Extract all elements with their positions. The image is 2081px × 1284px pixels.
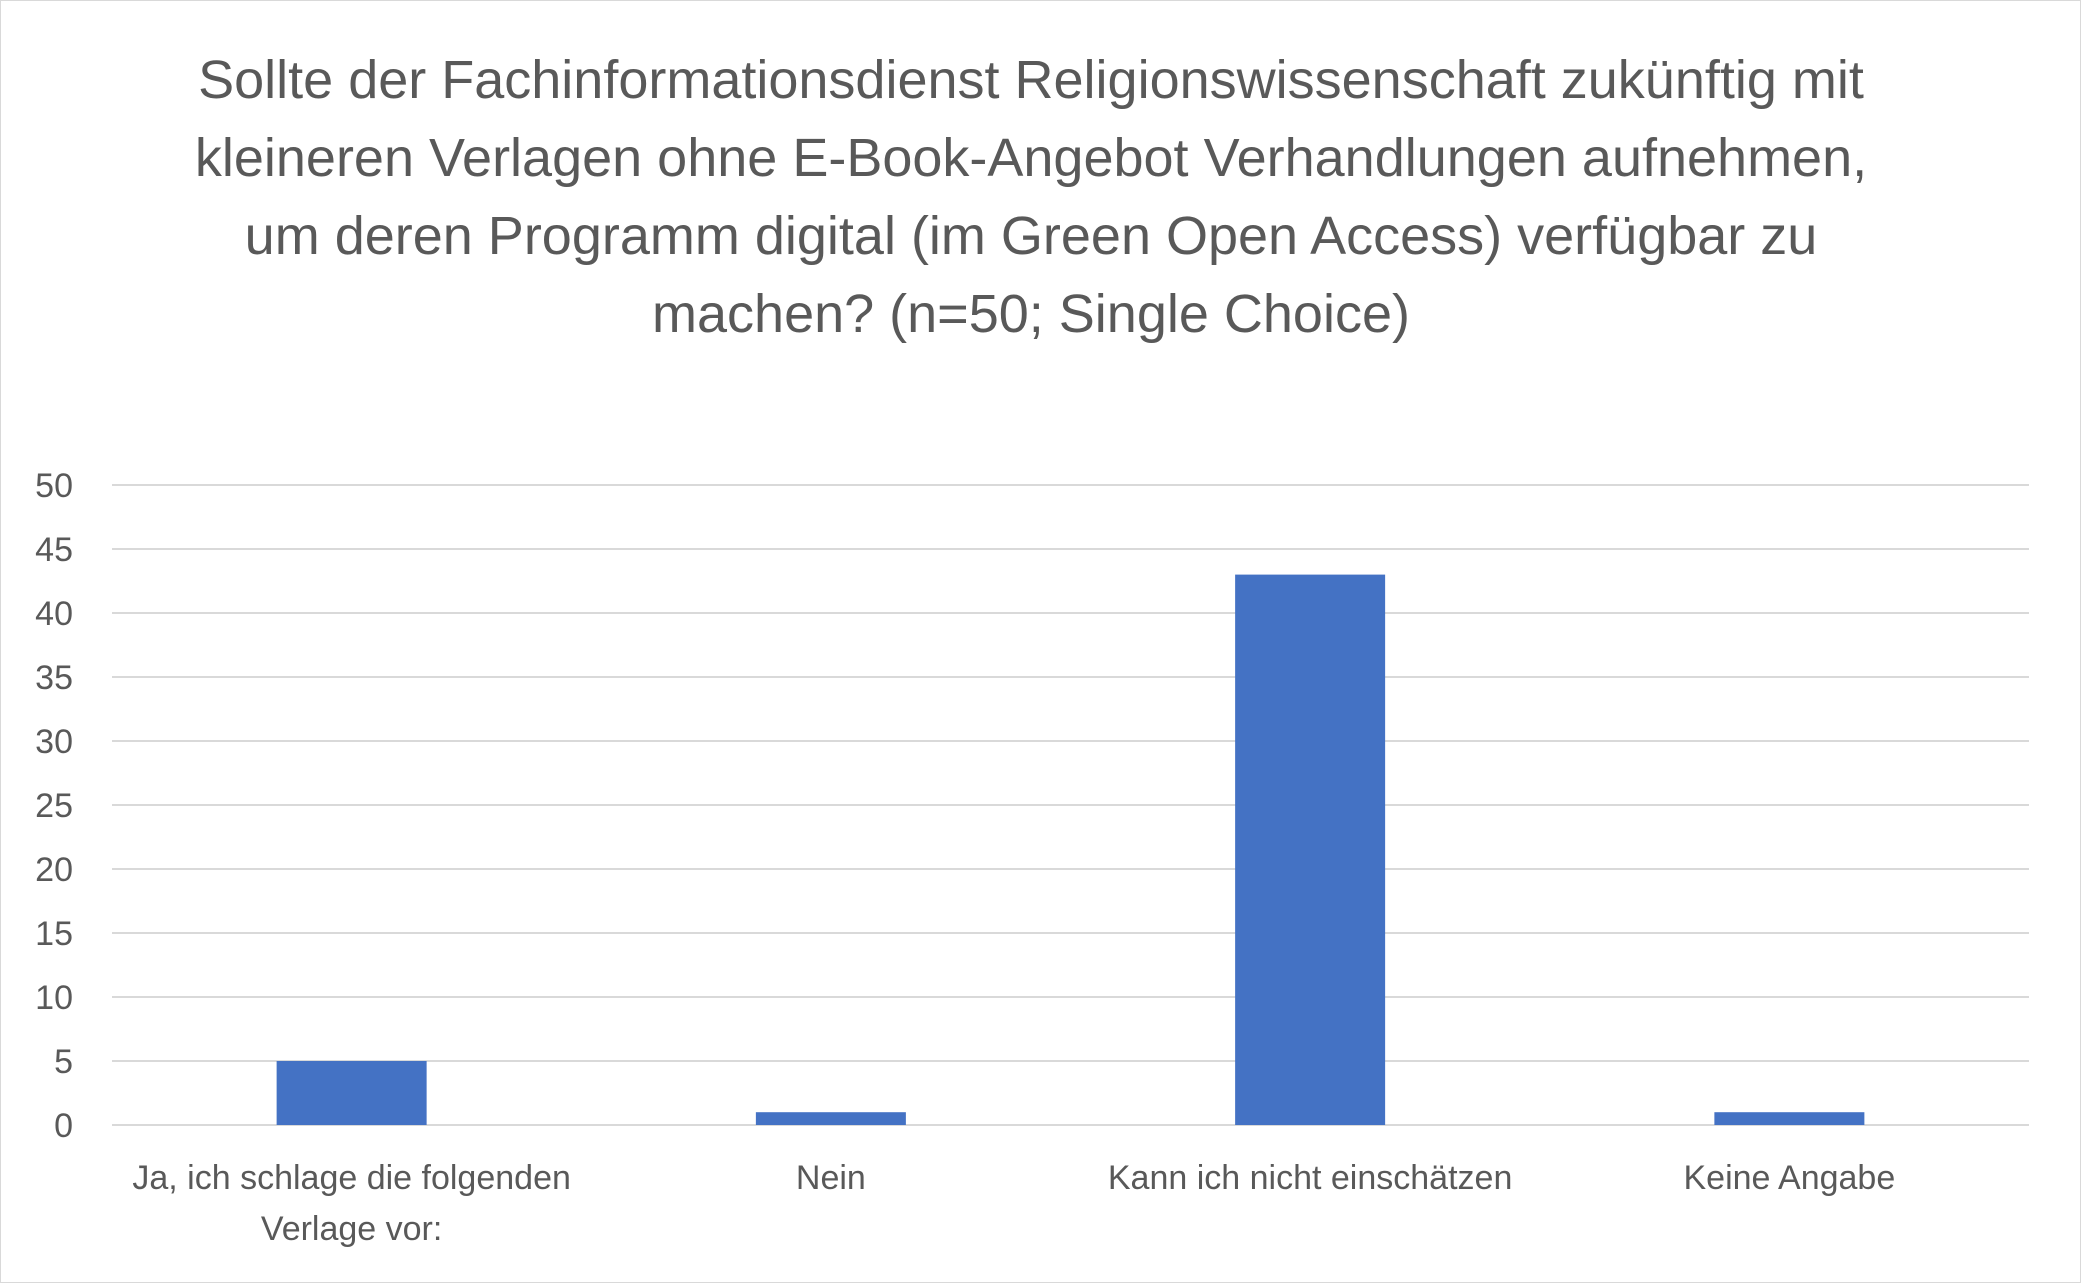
chart-title: Sollte der Fachinformationsdienst Religi… xyxy=(194,50,1868,344)
y-tick-label: 50 xyxy=(35,467,73,505)
y-tick-label: 20 xyxy=(35,851,73,889)
y-tick-label: 10 xyxy=(35,979,73,1017)
x-tick-label: Keine Angabe xyxy=(1683,1159,1896,1197)
y-tick-label: 45 xyxy=(35,531,73,569)
bar xyxy=(276,1061,427,1125)
y-tick-label: 5 xyxy=(54,1043,73,1081)
x-tick-label: Ja, ich schlage die folgenden Verlage vo… xyxy=(132,1159,571,1248)
bar xyxy=(755,1112,906,1125)
y-tick-label: 15 xyxy=(35,915,73,953)
bar xyxy=(1235,574,1386,1125)
gridlines xyxy=(112,484,2029,1126)
bars xyxy=(276,574,1865,1125)
y-tick-label: 30 xyxy=(35,723,73,761)
x-tick-label: Kann ich nicht einschätzen xyxy=(1107,1159,1513,1197)
y-tick-label: 40 xyxy=(35,595,73,633)
y-axis: 0 5 10 15 20 25 30 35 40 45 50 xyxy=(35,467,73,1145)
x-tick-label: Nein xyxy=(795,1159,866,1197)
y-tick-label: 35 xyxy=(35,659,73,697)
y-tick-label: 25 xyxy=(35,787,73,825)
bar xyxy=(1714,1112,1865,1125)
y-tick-label: 0 xyxy=(54,1107,73,1145)
